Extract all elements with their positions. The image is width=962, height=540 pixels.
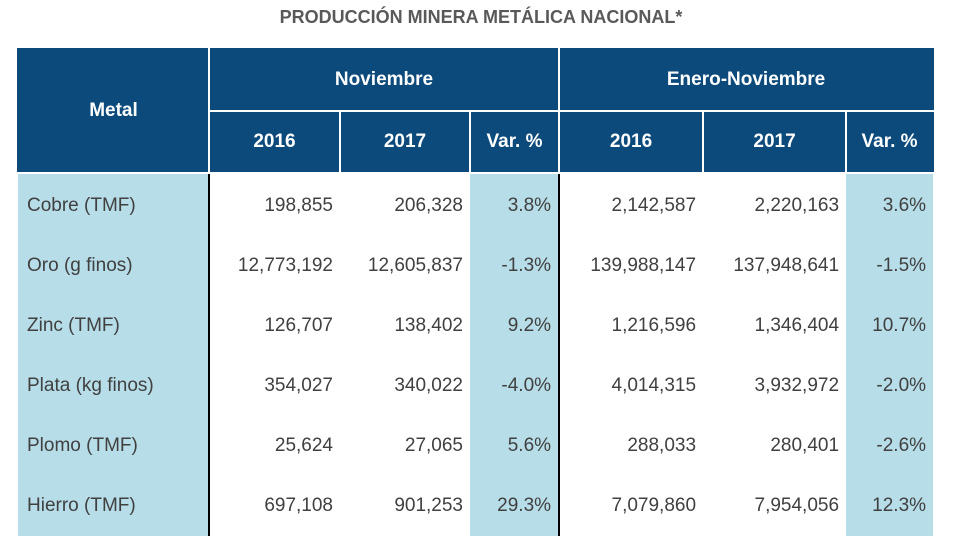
subheader-nov-var: Var. %	[468, 110, 561, 174]
ytd-2016-cell: 139,988,147	[558, 236, 704, 296]
ytd-2017-cell: 280,401	[770, 435, 840, 456]
nov-2017-cell: 901,253	[394, 495, 463, 516]
ytd-2016-cell: 7,079,860	[558, 476, 704, 536]
nov-2016-cell: 12,773,192	[237, 255, 333, 276]
table-row: Plomo (TMF) 25,624 27,065 5.6% 288,033 2…	[18, 416, 934, 476]
table-row: Cobre (TMF) 198,855 206,328 3.8% 2,142,5…	[18, 173, 934, 236]
metal-name: Oro (g finos)	[18, 236, 210, 296]
nov-2017-cell: 206,328	[394, 195, 463, 216]
nov-var-cell: 3.8%	[470, 173, 560, 236]
nov-2017-cell: 12,605,837	[367, 255, 463, 276]
table-row: Plata (kg finos) 354,027 340,022 -4.0% 4…	[18, 356, 934, 416]
table-row: Zinc (TMF) 126,707 138,402 9.2% 1,216,59…	[18, 296, 934, 356]
ytd-var-cell: 12.3%	[846, 476, 934, 536]
metal-name: Plomo (TMF)	[18, 416, 210, 476]
metal-name: Plata (kg finos)	[18, 356, 210, 416]
ytd-2016-cell: 2,142,587	[558, 173, 704, 236]
ytd-2017-cell: 1,346,404	[754, 315, 840, 336]
nov-2017-cell: 27,065	[404, 435, 463, 456]
metal-name: Zinc (TMF)	[18, 296, 210, 356]
group-header-enero-noviembre: Enero-Noviembre	[558, 48, 935, 112]
nov-var-cell: 9.2%	[470, 296, 560, 356]
metal-name: Hierro (TMF)	[18, 476, 210, 536]
subheader-ytd-2017: 2017	[702, 110, 848, 174]
subheader-nov-2016: 2016	[208, 110, 341, 174]
ytd-2017-cell: 7,954,056	[754, 495, 840, 516]
ytd-2016-cell: 1,216,596	[558, 296, 704, 356]
nov-2016-cell: 354,027	[264, 375, 333, 396]
table-row: Oro (g finos) 12,773,192 12,605,837 -1.3…	[18, 236, 934, 296]
table-row: Hierro (TMF) 697,108 901,253 29.3% 7,079…	[18, 476, 934, 536]
ytd-var-cell: 10.7%	[846, 296, 934, 356]
nov-2016-cell: 697,108	[264, 495, 333, 516]
ytd-var-cell: -2.0%	[846, 356, 934, 416]
ytd-var-cell: -1.5%	[846, 236, 934, 296]
nov-2016-cell: 198,855	[264, 195, 333, 216]
nov-var-cell: 29.3%	[470, 476, 560, 536]
group-header-noviembre: Noviembre	[207, 48, 561, 112]
production-table: Metal Noviembre Enero-Noviembre 2016 201…	[17, 48, 935, 536]
ytd-var-cell: -2.6%	[846, 416, 934, 476]
ytd-var-cell: 3.6%	[846, 173, 934, 236]
ytd-2016-cell: 288,033	[558, 416, 704, 476]
table-title: PRODUCCIÓN MINERA METÁLICA NACIONAL*	[279, 7, 683, 27]
subheader-ytd-2016: 2016	[558, 110, 705, 174]
ytd-2017-cell: 137,948,641	[733, 255, 840, 276]
metal-name: Cobre (TMF)	[18, 173, 210, 236]
subheader-ytd-var: Var. %	[845, 110, 935, 174]
ytd-2017-cell: 2,220,163	[754, 195, 840, 216]
ytd-2017-cell: 3,932,972	[754, 375, 840, 396]
metal-header: Metal	[17, 48, 210, 174]
nov-2017-cell: 340,022	[394, 375, 463, 396]
nov-var-cell: -1.3%	[470, 236, 560, 296]
nov-2016-cell: 25,624	[274, 435, 333, 456]
subheader-nov-2017: 2017	[339, 110, 471, 174]
nov-2017-cell: 138,402	[394, 315, 463, 336]
nov-var-cell: -4.0%	[470, 356, 560, 416]
nov-var-cell: 5.6%	[470, 416, 560, 476]
nov-2016-cell: 126,707	[264, 315, 333, 336]
ytd-2016-cell: 4,014,315	[558, 356, 704, 416]
